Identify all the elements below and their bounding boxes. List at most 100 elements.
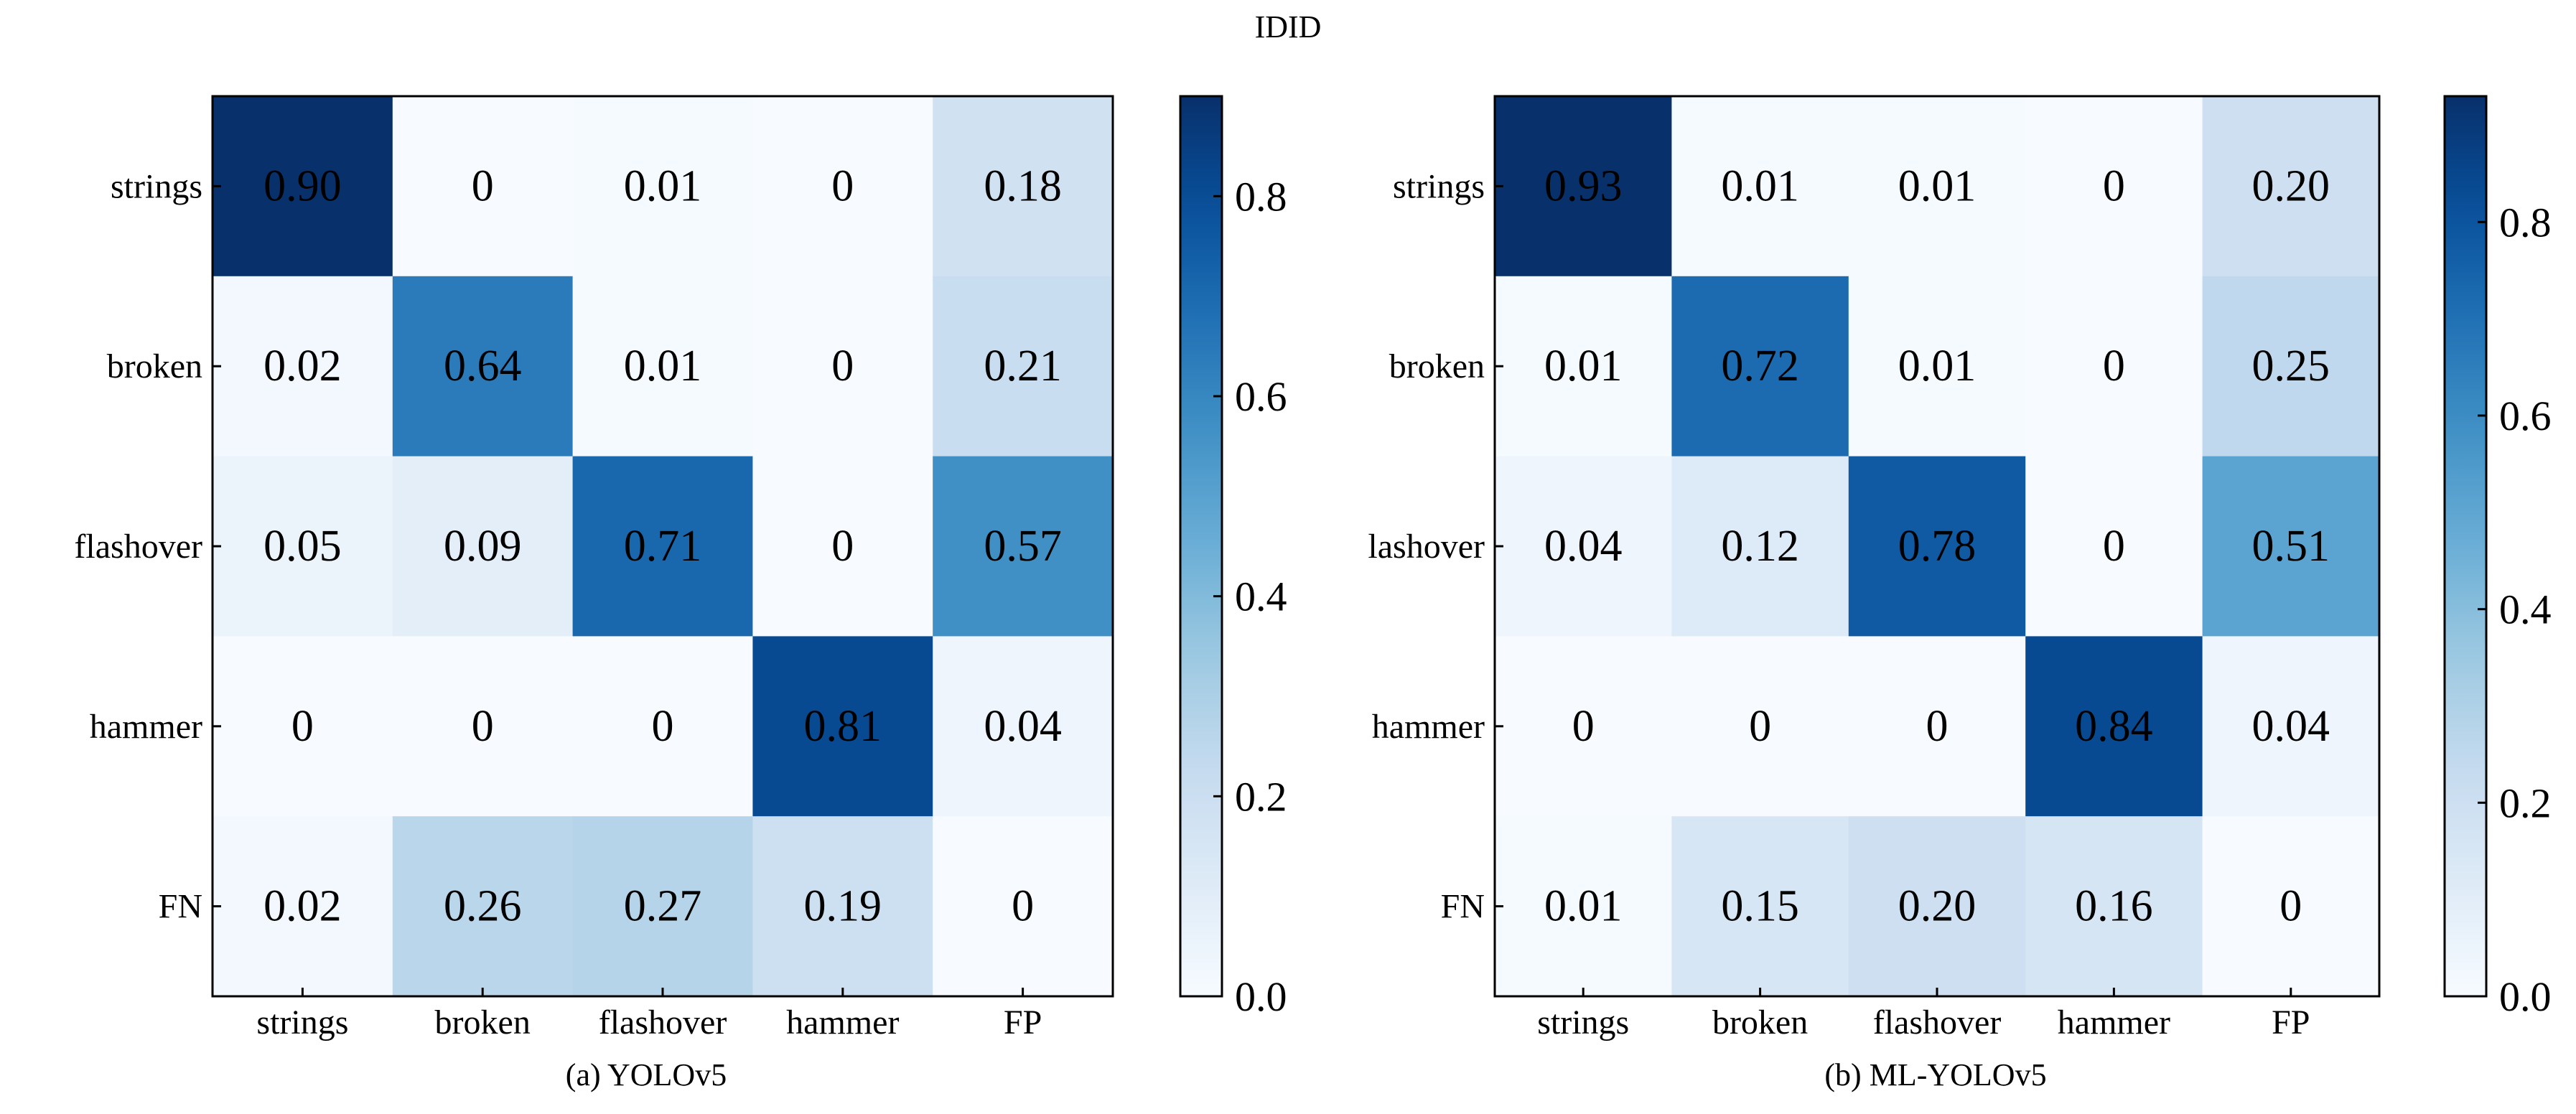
cell-value-label: 0.93 <box>1544 162 1623 210</box>
heatmap-cell <box>572 96 753 277</box>
x-tick-label: FP <box>2272 1003 2310 1042</box>
cell-value-label: 0.01 <box>1898 162 1977 210</box>
cell-value-label: 0 <box>291 702 314 751</box>
colorbar <box>1179 95 1223 998</box>
cell-value-label: 0.01 <box>1721 162 1799 210</box>
heatmap-cell <box>572 636 753 817</box>
cell-value-label: 0 <box>1572 702 1595 751</box>
colorbar-tick-label: 0.2 <box>2499 780 2552 826</box>
heatmap-cell <box>392 456 574 637</box>
cell-value-label: 0.04 <box>1544 522 1623 571</box>
heatmap-cell <box>2025 276 2203 457</box>
cell-value-label: 0.21 <box>984 342 1062 390</box>
heatmap-cell <box>1671 276 1849 457</box>
heatmap-panel-yolov5: 0.90 0 0.01 0 0.18 0.02 0.64 0.01 0 0.21 0.05 0.09 0… <box>74 95 1287 1092</box>
heatmap-cell <box>752 96 933 277</box>
cell-value-label: 0 <box>1749 702 1771 751</box>
cell-value-label: 0 <box>1926 702 1949 751</box>
heatmap-cell <box>752 456 933 637</box>
cell-value-label: 0 <box>2279 882 2302 931</box>
colorbar-tick-label: 0.4 <box>2499 586 2552 633</box>
colorbar-tick-label: 0.6 <box>1235 373 1287 420</box>
heatmap-cell <box>572 456 753 637</box>
heatmap-cell <box>1495 816 1672 997</box>
heatmap-cell <box>213 816 393 997</box>
heatmap-cell <box>572 816 753 997</box>
heatmap-cell <box>1671 96 1849 277</box>
cell-value-label: 0.01 <box>1544 882 1623 931</box>
cell-value-label: 0.27 <box>624 882 702 931</box>
cell-value-label: 0.84 <box>2075 702 2153 751</box>
x-tick-label: strings <box>256 1003 348 1042</box>
heatmap-cell <box>2025 456 2203 637</box>
cell-value-label: 0.78 <box>1898 522 1977 571</box>
heatmap-cell <box>1495 456 1672 637</box>
heatmap-cell <box>2202 636 2380 817</box>
cell-value-label: 0.72 <box>1721 342 1799 390</box>
x-tick-label: broken <box>1712 1003 1808 1042</box>
heatmap-cell <box>752 816 933 997</box>
heatmap-cell <box>1671 636 1849 817</box>
heatmap-cell <box>1495 96 1672 277</box>
y-tick-label: lashover <box>1368 528 1485 566</box>
colorbar-tick-label: 0.0 <box>2499 973 2552 1020</box>
heatmap-cell <box>213 636 393 817</box>
cell-value-label: 0 <box>831 522 854 571</box>
colorbar-tick-label: 0.8 <box>2499 199 2552 245</box>
cell-value-label: 0 <box>1012 882 1034 931</box>
heatmap-cell <box>2202 816 2380 997</box>
cell-value-label: 0.20 <box>2252 162 2330 210</box>
cell-value-label: 0.18 <box>984 162 1062 210</box>
heatmap-cell <box>1848 96 2026 277</box>
heatmap-panel-ml-yolov5: 0.93 0.01 0.01 0 0.200.01 0.72 0.01 0 0.250.04 0.… <box>1368 95 2552 1092</box>
cell-value-label: 0.15 <box>1721 882 1799 931</box>
x-tick-label: hammer <box>2058 1003 2170 1042</box>
cell-value-label: 0.57 <box>984 522 1062 571</box>
colorbar-tick-label: 0.0 <box>1235 973 1287 1020</box>
cell-value-label: 0.01 <box>624 162 702 210</box>
x-tick-label: broken <box>435 1003 531 1042</box>
heatmap-cell <box>392 816 574 997</box>
x-tick-label: FP <box>1004 1003 1042 1042</box>
heatmap-cell <box>1495 636 1672 817</box>
heatmap-cell <box>2202 456 2380 637</box>
heatmap-cell <box>1848 636 2026 817</box>
heatmap-cell <box>2025 96 2203 277</box>
heatmap-cell <box>392 276 574 457</box>
colorbar-tick-label: 0.4 <box>1235 574 1287 620</box>
cell-value-label: 0.90 <box>263 162 342 210</box>
heatmap-cell <box>1495 276 1672 457</box>
heatmap-cell <box>933 276 1114 457</box>
colorbar-tick-label: 0.2 <box>1235 773 1287 820</box>
heatmap-cell <box>2025 636 2203 817</box>
panel-caption: (b) ML-YOLOv5 <box>1824 1057 2046 1092</box>
heatmap-cell <box>933 636 1114 817</box>
heatmap-cell <box>1848 456 2026 637</box>
cell-value-label: 0 <box>2103 162 2125 210</box>
y-tick-label: flashover <box>74 528 202 566</box>
heatmap-cell <box>1848 276 2026 457</box>
cell-value-label: 0 <box>831 342 854 390</box>
cell-value-label: 0.05 <box>263 522 342 571</box>
cell-value-label: 0.25 <box>2252 342 2330 390</box>
cell-value-label: 0.19 <box>804 882 882 931</box>
heatmap-cell <box>2202 96 2380 277</box>
heatmap-cell <box>2202 276 2380 457</box>
y-tick-label: FN <box>1441 888 1485 926</box>
cell-value-label: 0.01 <box>1898 342 1977 390</box>
cell-value-label: 0.01 <box>1544 342 1623 390</box>
y-tick-label: broken <box>107 347 202 385</box>
heatmap-cell <box>933 456 1114 637</box>
y-tick-label: strings <box>111 167 202 205</box>
y-tick-label: hammer <box>1372 708 1485 746</box>
figure-title: IDID <box>1255 9 1322 45</box>
heatmap-cell <box>572 276 753 457</box>
cell-value-label: 0.81 <box>804 702 882 751</box>
y-tick-label: FN <box>159 888 202 926</box>
heatmap-cell <box>933 816 1114 997</box>
y-tick-label: strings <box>1393 167 1485 205</box>
cell-value-label: 0.20 <box>1898 882 1977 931</box>
y-tick-label: hammer <box>90 708 202 746</box>
cell-value-label: 0.04 <box>984 702 1062 751</box>
